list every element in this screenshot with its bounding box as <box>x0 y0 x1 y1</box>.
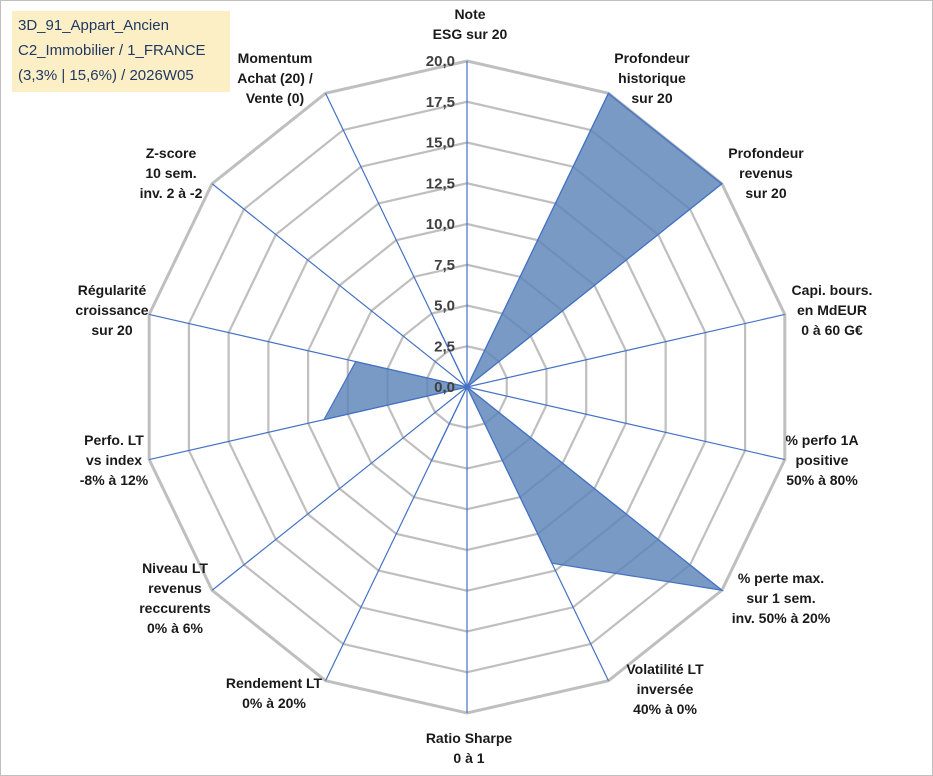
axis-label-line: -8% à 12% <box>80 472 149 488</box>
axis-label-line: 10 sem. <box>145 165 196 181</box>
axis-label-line: 50% à 80% <box>786 472 858 488</box>
axis-label: Profondeur revenus sur 20 <box>728 145 804 201</box>
axis-label-line: Achat (20) / <box>237 70 313 86</box>
axis-label-line: Capi. bours. <box>792 282 873 298</box>
axis-label-line: reccurents <box>139 600 211 616</box>
axis-label-line: sur 20 <box>631 90 672 106</box>
axis-label: Momentum Achat (20) / Vente (0) <box>237 50 313 106</box>
axis-spoke <box>211 386 468 591</box>
axis-label-line: Momentum <box>238 50 313 66</box>
axis-spoke <box>466 386 785 461</box>
axis-spoke <box>466 313 785 388</box>
axis-label-line: Volatilité LT <box>626 661 704 677</box>
tick-label: 5,0 <box>434 298 455 315</box>
axis-label-line: vs index <box>86 452 142 468</box>
tick-label: 15,0 <box>426 135 455 152</box>
axis-label-line: 0% à 20% <box>242 695 306 711</box>
axis-label-line: positive <box>796 452 849 468</box>
axis-label: Perfo. LT vs index -8% à 12% <box>80 432 149 488</box>
axis-label: % perfo 1A positive 50% à 80% <box>785 432 858 488</box>
axis-label-line: croissance <box>75 302 148 318</box>
axis-label-line: Perfo. LT <box>84 432 144 448</box>
axis-label: Note ESG sur 20 <box>433 6 508 42</box>
axis-label-line: Niveau LT <box>142 560 208 576</box>
axis-label-line: inv. 2 à -2 <box>140 185 203 201</box>
axis-label: % perte max. sur 1 sem. inv. 50% à 20% <box>732 570 831 626</box>
tick-label: 12,5 <box>426 175 455 192</box>
axis-label-line: 0% à 6% <box>147 620 204 636</box>
axis-spoke <box>211 183 468 388</box>
series-layer <box>322 92 725 592</box>
axis-label: Profondeur historique sur 20 <box>614 50 690 106</box>
axis-label-line: revenus <box>148 580 202 596</box>
axis-label-line: 40% à 0% <box>633 701 697 717</box>
tick-label: 2,5 <box>434 338 455 355</box>
axis-label-line: Note <box>454 6 485 22</box>
axis-label: Volatilité LT inversée 40% à 0% <box>626 661 704 717</box>
tick-label: 7,5 <box>434 257 455 274</box>
tick-label: 20,0 <box>426 53 455 70</box>
axis-label: Z-score 10 sem. inv. 2 à -2 <box>140 145 203 201</box>
axis-label-line: inversée <box>637 681 694 697</box>
axis-label: Ratio Sharpe 0 à 1 <box>426 730 513 766</box>
axis-label-line: Rendement LT <box>226 675 323 691</box>
axis-label-line: Profondeur <box>728 145 804 161</box>
axis-label-line: Ratio Sharpe <box>426 730 513 746</box>
info-box: 3D_91_Appart_Ancien C2_Immobilier / 1_FR… <box>12 11 230 92</box>
axis-label-line: % perfo 1A <box>785 432 858 448</box>
axis-label-line: ESG sur 20 <box>433 26 508 42</box>
axis-label-line: sur 1 sem. <box>746 590 815 606</box>
info-line-1: 3D_91_Appart_Ancien <box>18 17 169 34</box>
axis-label-line: Profondeur <box>614 50 690 66</box>
info-line-2: C2_Immobilier / 1_FRANCE <box>18 42 206 59</box>
tick-label: 10,0 <box>426 216 455 233</box>
axis-label-line: inv. 50% à 20% <box>732 610 831 626</box>
axis-label-line: sur 20 <box>745 185 786 201</box>
axis-label: Capi. bours. en MdEUR 0 à 60 G€ <box>792 282 873 338</box>
axis-label-line: % perte max. <box>738 570 824 586</box>
axis-label: Régularité croissance sur 20 <box>75 282 148 338</box>
axis-label-line: 0 à 60 G€ <box>801 322 863 338</box>
axis-labels: Note ESG sur 20 Profondeur historique sur 20… <box>75 6 872 766</box>
axis-label-line: Régularité <box>78 282 147 298</box>
axis-label-line: Z-score <box>146 145 197 161</box>
axis-label-line: 0 à 1 <box>453 750 484 766</box>
tick-labels: 0,0 2,5 5,0 7,5 10,0 12,5 15,0 17,5 20,0 <box>426 53 455 396</box>
tick-label: 17,5 <box>426 94 455 111</box>
axis-label: Rendement LT 0% à 20% <box>226 675 323 711</box>
info-line-3: (3,3% | 15,6%) / 2026W05 <box>18 67 194 84</box>
tick-label: 0,0 <box>434 379 455 396</box>
axis-label-line: historique <box>618 70 686 86</box>
series-area <box>322 92 725 592</box>
axis-label-line: sur 20 <box>91 322 132 338</box>
axis-label: Niveau LT revenus reccurents 0% à 6% <box>139 560 211 636</box>
axis-label-line: Vente (0) <box>246 90 304 106</box>
axis-label-line: en MdEUR <box>797 302 867 318</box>
axis-label-line: revenus <box>739 165 793 181</box>
